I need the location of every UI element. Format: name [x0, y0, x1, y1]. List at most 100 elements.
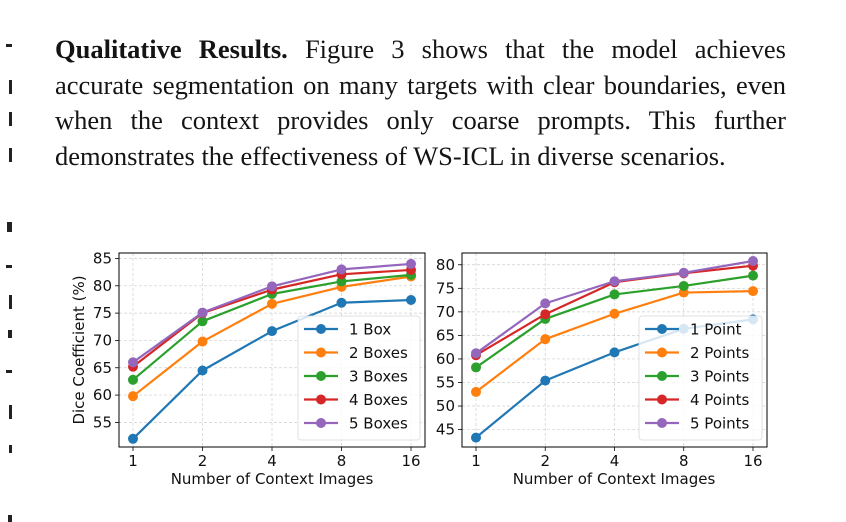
legend-marker	[657, 324, 667, 334]
series-2-boxes	[128, 271, 416, 402]
data-point	[267, 298, 277, 309]
legend-marker	[657, 418, 667, 428]
data-point	[748, 270, 758, 281]
legend-marker	[316, 347, 326, 358]
chart-boxes: 55 60 65 70 75 80 85 1 2 4 8 16 Number of Context …	[70, 249, 426, 488]
legend: 1 Box 2 Boxes 3 Boxes 4 Boxes 5 Boxes	[297, 315, 421, 441]
y-tick-label: 75	[436, 279, 455, 297]
series-1-box	[128, 294, 416, 444]
paragraph-heading: Qualitative Results.	[55, 34, 288, 64]
legend-item: 1 Point	[645, 321, 742, 339]
legend-marker	[316, 418, 326, 428]
legend-label: 5 Boxes	[349, 415, 408, 433]
x-ticks: 1 2 4 8 16	[128, 447, 421, 470]
y-tick-label: 85	[93, 249, 112, 267]
y-tick-label: 80	[93, 277, 112, 295]
paragraph-body: Figure 3 shows that the model achieves a…	[55, 34, 786, 171]
legend-label: 2 Boxes	[349, 344, 408, 362]
series-lines	[128, 258, 416, 444]
y-tick-label: 65	[436, 326, 455, 344]
legend-item: 4 Boxes	[304, 391, 408, 409]
x-tick-label: 2	[540, 452, 550, 470]
data-point	[336, 276, 347, 287]
data-point	[471, 432, 481, 443]
legend-item: 1 Box	[304, 321, 391, 339]
legend-label: 1 Point	[690, 321, 742, 339]
x-tick-label: 4	[610, 452, 620, 470]
data-point	[748, 256, 758, 267]
x-tick-label: 1	[471, 452, 481, 470]
legend-marker	[316, 324, 326, 334]
data-point	[128, 357, 138, 368]
data-point	[609, 276, 620, 287]
legend-marker	[316, 371, 326, 381]
data-point	[540, 334, 551, 345]
data-point	[197, 307, 208, 318]
previous-column-fragment	[0, 0, 12, 522]
data-point	[471, 362, 481, 373]
data-point	[128, 391, 138, 402]
legend-label: 5 Points	[690, 415, 750, 433]
x-tick-label: 1	[128, 452, 138, 470]
x-axis-label: Number of Context Images	[171, 470, 374, 488]
legend: 1 Point 2 Points 3 Points 4 Points 5 Points	[638, 315, 763, 441]
data-point	[267, 281, 277, 292]
legend-label: 4 Boxes	[349, 391, 408, 409]
y-axis-label: Dice Coefficient (%)	[70, 275, 88, 424]
legend-label: 4 Points	[690, 391, 750, 409]
data-point	[197, 365, 208, 376]
legend-label: 3 Points	[690, 368, 750, 386]
series-3-points	[471, 270, 758, 373]
x-tick-label: 2	[198, 452, 208, 470]
data-point	[540, 309, 551, 320]
legend-item: 2 Boxes	[304, 344, 408, 362]
data-point	[609, 347, 620, 358]
data-point	[336, 297, 347, 308]
y-tick-label: 80	[436, 256, 455, 274]
data-point	[678, 280, 689, 291]
legend-item: 3 Points	[645, 368, 750, 386]
y-tick-label: 75	[93, 304, 112, 322]
series-5-boxes	[128, 258, 416, 368]
y-tick-label: 65	[93, 359, 112, 377]
data-point	[471, 348, 481, 359]
x-axis-label: Number of Context Images	[513, 470, 716, 488]
data-point	[267, 326, 277, 337]
data-point	[197, 336, 208, 347]
legend-item: 5 Boxes	[304, 415, 408, 433]
x-tick-label: 4	[267, 452, 277, 470]
y-tick-label: 70	[436, 303, 455, 321]
legend-marker	[657, 394, 667, 405]
data-point	[406, 294, 416, 305]
x-tick-label: 16	[401, 452, 420, 470]
data-point	[406, 258, 416, 269]
y-tick-label: 70	[93, 331, 112, 349]
legend-marker	[316, 394, 326, 405]
legend-box	[297, 315, 421, 441]
legend-item: 5 Points	[645, 415, 750, 433]
y-tick-label: 50	[436, 397, 455, 415]
y-tick-label: 55	[93, 413, 112, 431]
legend-label: 2 Points	[690, 344, 750, 362]
qualitative-results-paragraph: Qualitative Results. Figure 3 shows that…	[55, 32, 786, 174]
legend-item: 3 Boxes	[304, 368, 408, 386]
y-tick-label: 60	[436, 350, 455, 368]
data-point	[540, 375, 551, 386]
y-ticks: 45 50 55 60 65 70 75 80	[436, 256, 462, 439]
x-ticks: 1 2 4 8 16	[471, 447, 763, 470]
data-point	[748, 286, 758, 297]
data-point	[471, 386, 481, 397]
data-point	[540, 298, 551, 309]
chart-points: 45 50 55 60 65 70 75 80 1 2 4 8 16 Number of Contex…	[436, 252, 768, 488]
legend-box	[638, 315, 763, 441]
legend-label: 1 Box	[349, 321, 391, 339]
legend-marker	[657, 371, 667, 381]
data-point	[609, 308, 620, 319]
legend-label: 3 Boxes	[349, 368, 408, 386]
data-point	[678, 267, 689, 278]
data-point	[128, 374, 138, 385]
y-tick-label: 45	[436, 421, 455, 439]
data-point	[609, 289, 620, 300]
x-tick-label: 8	[679, 452, 689, 470]
data-point	[197, 316, 208, 327]
